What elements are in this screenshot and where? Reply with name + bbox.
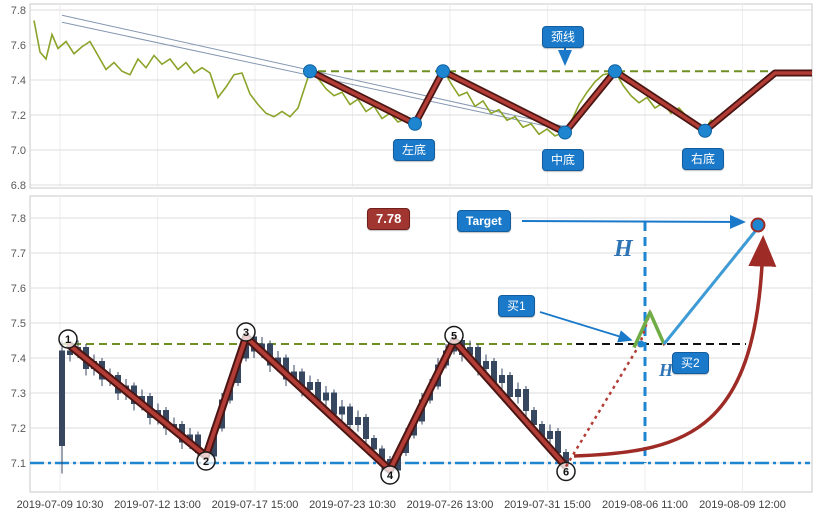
candle-body	[547, 431, 553, 439]
middle-bottom-badge: 中底	[542, 149, 585, 171]
candle-body	[523, 389, 529, 411]
breakout-pullback-line	[632, 310, 666, 349]
buy1-arrow	[539, 311, 633, 343]
height-label-upper: H	[614, 236, 633, 262]
pivot-number: 2	[203, 456, 209, 468]
axis-tick-label: 2019-07-23 10:30	[309, 499, 396, 511]
pivot-number: 3	[243, 327, 249, 339]
rally-line	[662, 229, 758, 345]
axis-tick-label: 7.3	[11, 388, 26, 400]
axis-tick-label: 7.1	[11, 458, 26, 470]
candle-body	[499, 375, 505, 383]
candle-body	[483, 361, 489, 369]
axis-tick-label: 7.4	[11, 75, 26, 87]
candle-body	[59, 350, 65, 446]
axis-tick-label: 7.0	[11, 145, 26, 157]
pivot-number: 1	[65, 334, 71, 346]
candle-body	[307, 382, 313, 390]
height-label-lower: H	[659, 360, 674, 380]
axis-tick-label: 7.2	[11, 423, 26, 435]
candle-body	[331, 392, 337, 415]
candle-body	[355, 417, 361, 425]
axis-tick-label: 2019-08-06 11:00	[602, 499, 688, 511]
axis-tick-label: 2019-07-17 15:00	[212, 499, 299, 511]
candle-body	[363, 417, 369, 439]
axis-tick-label: 7.6	[11, 283, 26, 295]
pivot-number-circle	[58, 329, 78, 349]
pivot-number: 5	[451, 331, 457, 343]
axis-tick-label: 7.7	[11, 248, 26, 260]
candle-body	[339, 406, 345, 415]
axis-tick-label: 2019-07-09 10:30	[17, 499, 104, 511]
axis-tick-label: 6.8	[11, 180, 26, 192]
pattern-zigzag	[309, 69, 812, 135]
neckline-badge: 颈线	[542, 26, 585, 48]
pivot-dot	[408, 116, 422, 131]
pivot-number-circle	[556, 461, 576, 482]
pivot-dot	[698, 123, 712, 138]
pivot-dot	[608, 64, 622, 79]
candle-body	[515, 389, 521, 397]
axis-tick-label: 7.6	[11, 40, 26, 52]
candle-body	[371, 438, 377, 450]
pivot-dot	[558, 125, 572, 140]
buy1-dot	[637, 340, 645, 348]
target-dot	[750, 217, 766, 233]
pivot-number-circle	[380, 465, 400, 485]
pivot-number: 6	[563, 467, 569, 479]
candle-body	[507, 375, 513, 397]
axis-tick-label: 7.2	[11, 110, 26, 122]
axis-tick-label: 7.8	[11, 5, 26, 17]
pivot-dot	[436, 64, 450, 79]
candle-body	[347, 406, 353, 425]
pattern-zigzag	[66, 335, 568, 472]
candle-body	[323, 392, 329, 401]
axis-tick-label: 2019-07-31 15:00	[504, 499, 591, 511]
candle-body	[531, 410, 537, 425]
pivot-number: 4	[387, 470, 394, 482]
axis-tick-label: 2019-07-12 13:00	[114, 499, 201, 511]
buy2-badge: 买2	[672, 352, 709, 374]
axis-tick-label: 7.4	[11, 353, 26, 365]
target-arrow	[521, 214, 746, 229]
axis-tick-label: 7.8	[11, 213, 26, 225]
left-bottom-badge: 左底	[393, 139, 436, 161]
measured-move-arrow	[573, 235, 777, 458]
pivot-number-circle	[196, 451, 216, 471]
pivot-number-circle	[444, 325, 464, 346]
axis-tick-label: 2019-07-26 13:00	[407, 499, 494, 511]
pivot-number-circle	[236, 322, 256, 342]
pivot-dot	[303, 64, 317, 79]
target-price-badge: 7.78	[367, 208, 411, 230]
buy1-badge: 买1	[498, 295, 535, 317]
axis-tick-label: 7.5	[11, 318, 26, 330]
target-badge: Target	[457, 210, 511, 232]
axis-tick-label: 2019-08-09 12:00	[699, 499, 786, 511]
right-bottom-badge: 右底	[682, 148, 725, 170]
candle-body	[555, 431, 561, 453]
